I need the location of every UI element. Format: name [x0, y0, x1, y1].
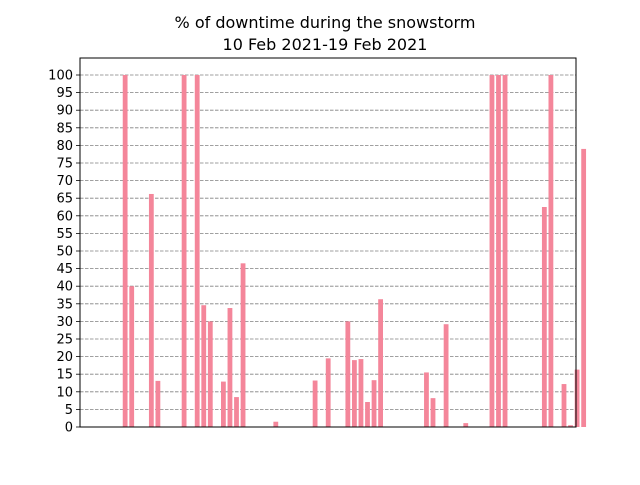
y-tick-label: 65	[56, 192, 73, 207]
y-tick-label: 50	[56, 245, 73, 260]
bar	[443, 324, 449, 427]
chart-title: % of downtime during the snowstorm	[175, 13, 476, 32]
y-axis: 0 5 10 15 20 25 30 35 40 45 50 55 60 65 70 75 80 85 90 95 10…	[48, 69, 80, 436]
y-tick-label: 5	[65, 403, 73, 418]
y-tick-label: 70	[56, 174, 73, 189]
chart-subtitle: 10 Feb 2021-19 Feb 2021	[223, 35, 428, 54]
bar	[430, 398, 436, 427]
bar	[240, 263, 246, 427]
bar	[358, 359, 364, 427]
bar	[424, 372, 429, 427]
bars	[122, 75, 587, 428]
bar	[207, 321, 213, 427]
bar	[129, 286, 135, 427]
bar	[581, 148, 587, 428]
bar	[463, 423, 469, 427]
bar	[201, 305, 207, 427]
y-tick-label: 35	[56, 297, 73, 312]
bar	[194, 75, 200, 427]
y-tick-label: 95	[56, 86, 73, 101]
bar	[148, 193, 154, 427]
bar	[574, 369, 580, 427]
bar	[502, 75, 508, 427]
bar	[325, 358, 331, 427]
bar	[496, 75, 501, 427]
y-tick-label: 20	[56, 350, 73, 365]
bar	[548, 75, 554, 427]
bar	[568, 425, 573, 427]
bar	[234, 397, 239, 427]
y-tick-label: 30	[56, 315, 73, 330]
bar	[541, 207, 547, 427]
y-tick-label: 40	[56, 280, 73, 295]
bar	[312, 380, 318, 427]
y-tick-label: 0	[65, 421, 73, 436]
bar	[371, 380, 377, 427]
y-tick-label: 45	[56, 262, 73, 277]
y-tick-label: 15	[56, 368, 73, 383]
y-tick-label: 75	[56, 157, 73, 172]
bar	[273, 421, 279, 427]
plot-frame	[79, 57, 577, 428]
bar	[155, 380, 161, 427]
bar	[352, 360, 357, 427]
y-tick-label: 100	[48, 69, 73, 84]
y-tick-label: 80	[56, 139, 73, 154]
y-tick-label: 60	[56, 209, 73, 224]
y-tick-label: 10	[56, 385, 73, 400]
bar	[365, 402, 370, 427]
y-tick-label: 85	[56, 121, 73, 136]
y-tick-label: 55	[56, 227, 73, 242]
bar	[227, 308, 233, 427]
bar	[378, 299, 383, 427]
bar	[221, 381, 226, 427]
bar	[345, 321, 351, 427]
bar	[561, 384, 567, 427]
bar	[181, 75, 187, 427]
y-tick-label: 90	[56, 104, 73, 119]
y-tick-label: 25	[56, 333, 73, 348]
bar	[122, 75, 128, 427]
bar	[489, 75, 495, 427]
